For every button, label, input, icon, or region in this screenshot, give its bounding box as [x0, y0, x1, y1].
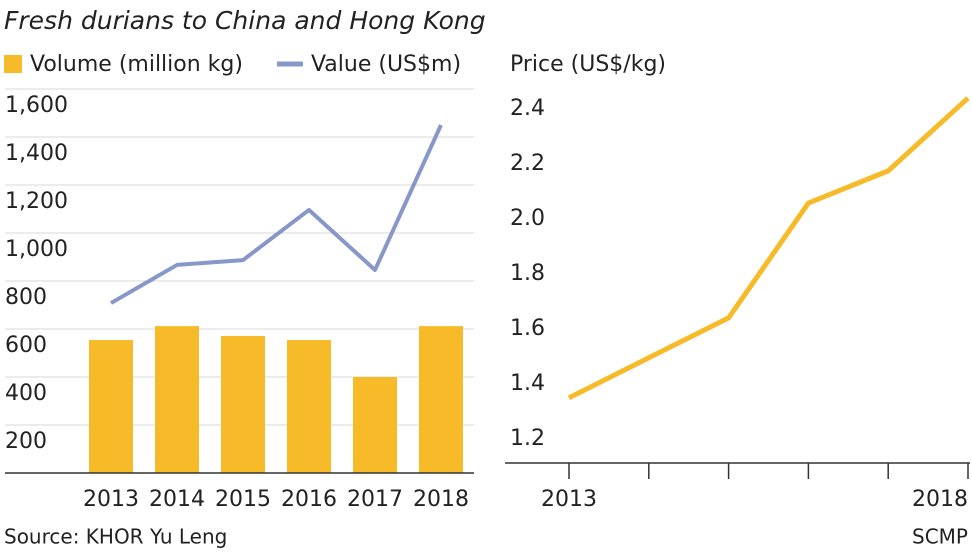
bar: [287, 340, 331, 473]
bar: [89, 340, 133, 473]
x-tick-label: 2016: [281, 487, 337, 512]
y-tick-label: 2.4: [510, 96, 545, 121]
y-tick-label: 1.8: [510, 261, 545, 286]
x-tick-label: 2018: [413, 487, 469, 512]
legend-label: Value (US$m): [311, 52, 461, 77]
line-series: [567, 96, 970, 401]
y-tick-label: 1,000: [5, 237, 68, 262]
y-tick-label: 1,600: [5, 93, 68, 118]
source: Source: KHOR Yu Leng: [4, 525, 227, 549]
y-tick-label: 600: [5, 333, 47, 358]
x-tick-label: 2017: [347, 487, 403, 512]
bar: [155, 326, 199, 473]
y-tick-label: 200: [5, 429, 47, 454]
y-tick-label: 1,200: [5, 189, 68, 214]
y-tick-label: 1.4: [510, 371, 545, 396]
x-tick-label: 2013: [83, 487, 139, 512]
bar: [221, 335, 265, 473]
line-series: [109, 124, 443, 305]
legend-swatch: [4, 55, 22, 73]
y-tick-label: 800: [5, 285, 47, 310]
y-tick-label: 2.2: [510, 151, 545, 176]
legend-label: Volume (million kg): [30, 52, 243, 77]
y-tick-label: 2.0: [510, 206, 545, 231]
x-tick-label: 2015: [215, 487, 271, 512]
axis-label: Price (US$/kg): [510, 52, 666, 77]
chart-title: Fresh durians to China and Hong Kong: [4, 6, 486, 35]
credit: SCMP: [912, 525, 968, 549]
y-tick-label: 400: [5, 381, 47, 406]
bar: [353, 377, 397, 473]
bar: [419, 326, 463, 473]
x-tick-label: 2014: [149, 487, 205, 512]
x-tick-label: 2018: [912, 487, 968, 512]
y-tick-label: 1,400: [5, 141, 68, 166]
x-tick-label: 2013: [541, 487, 597, 512]
y-tick-label: 1.2: [510, 426, 545, 451]
y-tick-label: 1.6: [510, 316, 545, 341]
